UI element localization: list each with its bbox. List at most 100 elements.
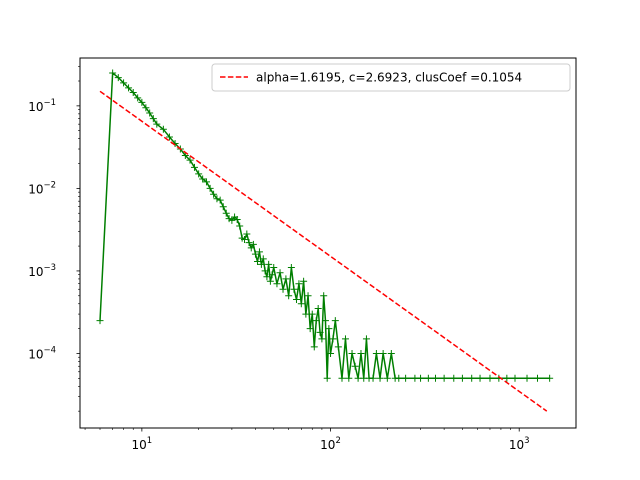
data-point-marker bbox=[202, 178, 210, 186]
data-point-marker bbox=[331, 317, 339, 325]
data-point-marker bbox=[236, 222, 244, 230]
data-point-marker bbox=[270, 264, 278, 272]
data-point-marker bbox=[402, 374, 410, 382]
data-point-marker bbox=[290, 285, 298, 293]
plot-frame bbox=[79, 57, 577, 429]
data-point-marker bbox=[276, 269, 284, 277]
fit-line bbox=[99, 90, 548, 412]
data-point-marker bbox=[486, 374, 494, 382]
data-point-marker bbox=[334, 343, 342, 351]
data-point-marker bbox=[199, 175, 207, 183]
data-point-marker bbox=[297, 300, 305, 308]
data-point-marker bbox=[308, 310, 316, 318]
data-point-marker bbox=[153, 120, 161, 128]
y-tick-label: 10−4 bbox=[28, 345, 56, 361]
data-point-marker bbox=[285, 292, 293, 300]
data-point-marker bbox=[321, 317, 329, 325]
data-point-marker bbox=[546, 374, 554, 382]
data-point-marker bbox=[146, 109, 154, 117]
data-point-marker bbox=[310, 343, 318, 351]
data-point-marker bbox=[195, 170, 203, 178]
data-point-marker bbox=[206, 184, 214, 192]
data-point-marker bbox=[503, 374, 511, 382]
data-point-marker bbox=[468, 374, 476, 382]
data-point-marker bbox=[213, 195, 221, 203]
data-point-marker bbox=[219, 203, 227, 211]
data-point-marker bbox=[306, 325, 314, 333]
data-point-marker bbox=[338, 374, 346, 382]
x-tick-label: 102 bbox=[320, 436, 341, 452]
data-point-marker bbox=[304, 292, 312, 300]
tick-labels: 101 102 103 10−4 10−3 10−2 10−1 bbox=[28, 98, 529, 452]
data-point-marker bbox=[417, 374, 425, 382]
data-point-marker bbox=[114, 74, 122, 82]
data-point-marker bbox=[159, 125, 167, 133]
data-point-marker bbox=[253, 258, 261, 266]
data-point-marker bbox=[165, 133, 173, 141]
data-point-marker bbox=[476, 374, 484, 382]
legend-box bbox=[211, 63, 571, 92]
data-point-marker bbox=[329, 335, 337, 343]
data-point-marker bbox=[357, 349, 365, 357]
data-point-marker bbox=[312, 317, 320, 325]
data-point-marker bbox=[345, 374, 353, 382]
data-point-marker bbox=[129, 89, 137, 97]
data-point-marker bbox=[257, 260, 265, 268]
data-point-marker bbox=[316, 328, 324, 336]
data-point-marker bbox=[511, 374, 519, 382]
data-point-marker bbox=[245, 239, 253, 247]
data-point-marker bbox=[247, 244, 255, 252]
data-point-marker bbox=[233, 215, 241, 223]
data-point-marker bbox=[120, 79, 128, 87]
data-point-marker bbox=[263, 273, 271, 281]
data-point-marker bbox=[190, 163, 198, 171]
data-point-marker bbox=[523, 374, 531, 382]
data-point-marker bbox=[268, 271, 276, 279]
data-point-marker bbox=[372, 349, 380, 357]
data-point-marker bbox=[320, 292, 328, 300]
data-point-marker bbox=[341, 335, 349, 343]
data-point-marker bbox=[287, 264, 295, 272]
data-point-marker bbox=[216, 196, 224, 204]
data-point-marker bbox=[300, 277, 308, 285]
y-tick-label: 10−1 bbox=[28, 98, 56, 114]
data-point-marker bbox=[351, 362, 359, 370]
data-point-marker bbox=[249, 240, 257, 248]
major-ticks bbox=[76, 105, 520, 432]
data-point-marker bbox=[424, 374, 432, 382]
data-point-marker bbox=[149, 115, 157, 123]
data-point-marker bbox=[142, 104, 150, 112]
data-point-marker bbox=[243, 230, 251, 238]
data-point-marker bbox=[387, 349, 395, 357]
data-point-marker bbox=[210, 190, 218, 198]
data-point-marker bbox=[348, 349, 356, 357]
data-point-marker bbox=[362, 335, 370, 343]
data-point-marker bbox=[222, 209, 230, 217]
data-point-marker bbox=[325, 325, 333, 333]
data-point-marker bbox=[295, 280, 303, 288]
data-point-marker bbox=[369, 374, 377, 382]
data-point-marker bbox=[186, 156, 194, 164]
data-point-marker bbox=[376, 374, 384, 382]
x-tick-label: 101 bbox=[132, 436, 153, 452]
data-point-marker bbox=[255, 248, 263, 256]
data-point-marker bbox=[282, 275, 290, 283]
data-point-marker bbox=[431, 374, 439, 382]
data-point-marker bbox=[109, 69, 117, 77]
y-tick-label: 10−3 bbox=[28, 263, 56, 279]
data-point-marker bbox=[327, 349, 335, 357]
data-point-marker bbox=[383, 374, 391, 382]
data-point-marker bbox=[261, 267, 269, 275]
data-point-marker bbox=[241, 236, 249, 244]
data-point-marker bbox=[323, 374, 331, 382]
data-point-marker bbox=[302, 310, 310, 318]
data-point-marker bbox=[265, 260, 273, 268]
data-point-marker bbox=[134, 94, 142, 102]
data-point-marker bbox=[279, 285, 287, 293]
data-point-marker bbox=[259, 255, 267, 263]
series-layer bbox=[96, 69, 554, 412]
data-point-marker bbox=[458, 374, 466, 382]
data-point-marker bbox=[292, 296, 300, 304]
data-point-marker bbox=[450, 374, 458, 382]
